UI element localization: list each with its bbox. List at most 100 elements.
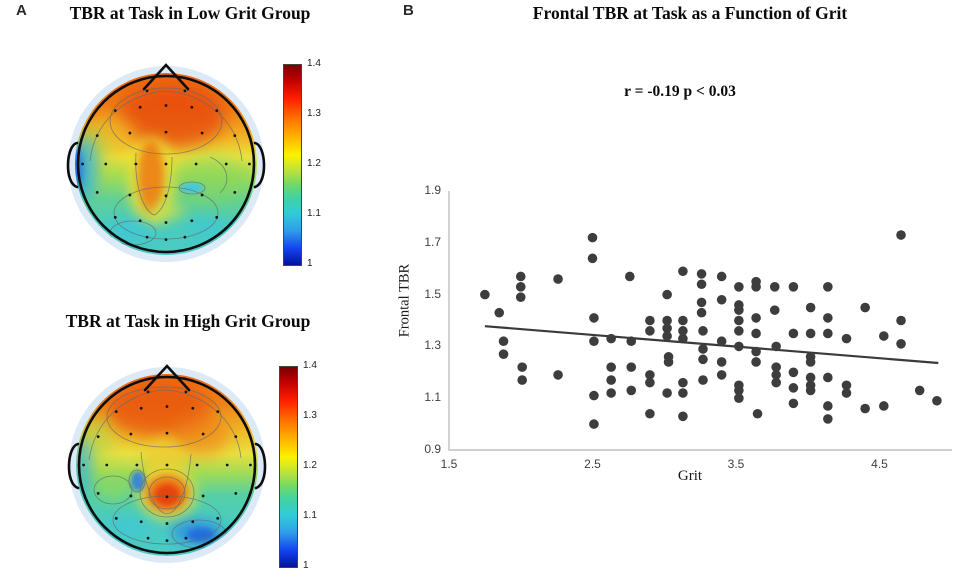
scatter-point [663, 357, 674, 367]
electrode-dot [165, 495, 169, 499]
scatter-point [515, 271, 526, 282]
scatter-point [587, 253, 598, 264]
electrode-dot [164, 194, 168, 198]
electrode-dot [191, 406, 195, 410]
electrode-dot [190, 105, 194, 109]
y-axis-tick: 0.9 [424, 442, 441, 456]
electrode-dot [146, 536, 150, 540]
axis-spines [448, 191, 952, 451]
contour-lines [88, 386, 242, 549]
head-outline [77, 375, 257, 555]
x-axis-tick: 4.5 [871, 457, 888, 471]
scatter-point [896, 315, 906, 326]
electrode-dot [95, 134, 99, 138]
colorbar-tick-label: 1 [307, 258, 313, 269]
electrode-dot [164, 162, 168, 166]
scatter-point [716, 336, 727, 347]
scatter-point [696, 307, 707, 318]
electrode-dot [139, 520, 143, 524]
scatter-point [751, 346, 761, 357]
electrode-dot [145, 89, 149, 93]
scatter-point [734, 305, 744, 315]
electrode-dot [191, 520, 195, 524]
scatter-point [606, 333, 616, 344]
scatter-point [645, 370, 655, 380]
electrode-dot [138, 219, 142, 223]
scatter-title: Frontal TBR at Task as a Function of Gri… [532, 3, 848, 23]
electrode-dot [234, 435, 238, 439]
scatter-point [823, 372, 833, 383]
scatter-point [696, 297, 707, 308]
electrode-dot [82, 463, 85, 467]
scatter-point [805, 357, 816, 367]
scatter-point [879, 401, 889, 411]
electrode-dot [129, 494, 133, 498]
scatter-point [589, 313, 599, 323]
scatter-point [860, 403, 870, 414]
electrode-dot [105, 463, 109, 467]
electrode-dot [215, 215, 219, 219]
electrode-dot [164, 130, 168, 134]
electrode-dot [184, 390, 188, 394]
electrode-dot [138, 105, 142, 109]
electrode-dot [165, 405, 169, 408]
scatter-point [645, 315, 655, 326]
electrode-dot [96, 435, 100, 439]
scatter-point [587, 232, 598, 243]
electrode-dot [183, 89, 187, 93]
electrode-dot [165, 431, 169, 435]
scatter-point [751, 282, 761, 292]
scatter-point [788, 328, 799, 339]
electrode-dot [134, 162, 138, 166]
y-axis-tick: 1.7 [424, 234, 441, 249]
colorbar-tick-label: 1.4 [303, 360, 317, 371]
scatter-point [805, 385, 816, 396]
electrode-dot [164, 104, 168, 107]
electrode-dot [201, 432, 205, 436]
colorbar-high: 1.4 1.3 1.2 1.1 1 [279, 360, 339, 571]
scatter-point [751, 357, 761, 367]
scatter-point [645, 326, 655, 336]
scatter-point [678, 377, 688, 388]
scatter-point [589, 336, 599, 347]
electrode-dot [146, 390, 150, 394]
scatter-point [553, 274, 563, 284]
electrode-dot [194, 162, 198, 166]
x-axis-tick: 2.5 [584, 457, 601, 471]
scatter-point [498, 349, 509, 359]
scatter-point [841, 388, 852, 398]
electrode-dot [96, 491, 100, 495]
electrode-dot [216, 516, 220, 520]
right-ear-marker [254, 442, 267, 490]
x-axis-label: Grit [677, 468, 703, 484]
y-axis-tick: 1.3 [424, 338, 441, 353]
scatter-point [515, 292, 526, 302]
scatter-point [896, 339, 906, 349]
colorbar-tick-label: 1.1 [303, 510, 317, 521]
colorbar-tick-label: 1.3 [303, 410, 317, 421]
scatter-point [515, 282, 526, 292]
scatter-point [606, 375, 616, 385]
scatter-point [752, 408, 763, 419]
scatter-point [788, 383, 799, 393]
trend-line [484, 325, 939, 365]
electrode-dot [114, 516, 118, 520]
nose-marker [143, 364, 191, 392]
scatter-point [662, 315, 672, 326]
scatter-point [734, 341, 744, 352]
scatter-point [805, 372, 816, 383]
scatter-point [860, 302, 870, 313]
electrode-dot [129, 432, 133, 436]
panel-b-label: B [403, 2, 414, 19]
electrode-dot [145, 235, 149, 239]
scatter-point [517, 362, 527, 372]
scatter-point [498, 336, 509, 347]
scatter-point [662, 388, 672, 398]
electrode-dots [81, 89, 251, 242]
electrode-dot [139, 406, 143, 410]
topomap-high-title: TBR at Task in High Grit Group [65, 311, 311, 331]
scatter-point [841, 380, 852, 391]
scatter-point [696, 269, 707, 279]
colorbar-high-gradient [279, 366, 298, 568]
electrode-dot [234, 491, 238, 495]
